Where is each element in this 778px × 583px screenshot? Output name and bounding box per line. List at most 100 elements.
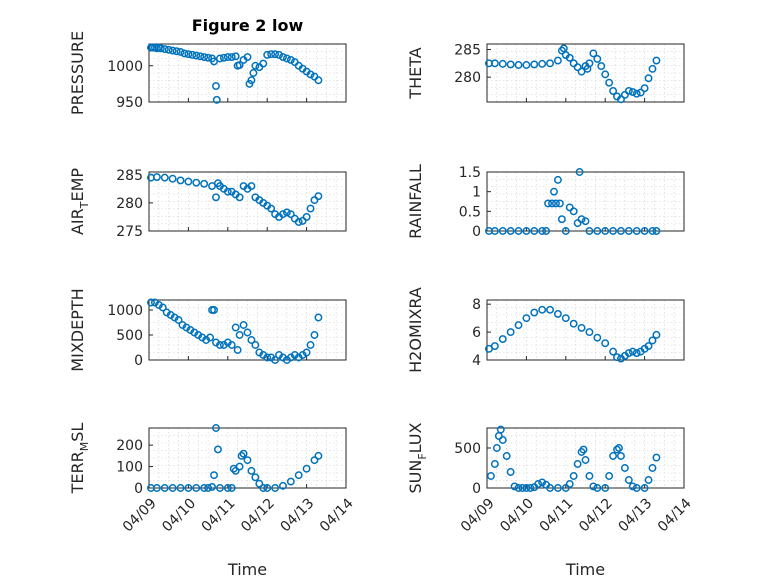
data-point <box>314 451 323 460</box>
data-point <box>589 482 598 491</box>
data-point <box>632 89 641 98</box>
data-point <box>628 347 637 356</box>
data-point <box>206 333 215 342</box>
y-tick-label: 1000 <box>107 59 143 75</box>
y-axis-label: SUNFLUX <box>406 422 429 493</box>
data-point <box>251 473 260 482</box>
subplot-rainfall: 0 0.5 1 1.5 RAINFALL <box>406 164 685 240</box>
data-point <box>306 204 315 213</box>
data-point <box>632 484 641 492</box>
data-point <box>617 452 625 460</box>
data-point <box>585 328 594 337</box>
data-point <box>593 54 602 63</box>
data-point <box>552 199 560 208</box>
y-tick-label: 1000 <box>107 303 143 319</box>
data-point <box>538 227 547 235</box>
data-point <box>227 341 236 349</box>
data-point <box>601 227 610 235</box>
data-point <box>615 444 623 452</box>
data-point <box>628 482 637 491</box>
data-point <box>605 78 614 87</box>
x-tick-label: 04/09 <box>458 495 498 535</box>
y-tick-label: 0 <box>134 481 143 497</box>
data-point <box>172 47 181 56</box>
data-point <box>152 173 161 182</box>
data-point <box>233 346 242 354</box>
data-point <box>648 227 657 235</box>
data-point <box>267 204 276 213</box>
data-point <box>192 178 201 187</box>
data-point <box>314 313 323 322</box>
data-point <box>624 87 633 95</box>
data-point <box>506 60 515 69</box>
data-point <box>577 215 586 224</box>
data-point <box>267 50 276 59</box>
data-point <box>644 74 653 83</box>
y-tick-label: 6 <box>472 325 481 341</box>
data-point <box>160 45 169 54</box>
data-point <box>168 484 177 492</box>
data-point <box>636 88 645 97</box>
data-point <box>239 321 248 329</box>
y-axis-label: THETA <box>406 47 425 99</box>
data-point <box>152 484 161 492</box>
data-point <box>565 53 574 62</box>
data-point <box>490 460 499 468</box>
data-point <box>302 213 311 221</box>
data-point <box>640 227 649 235</box>
data-point <box>279 481 287 490</box>
data-point <box>609 347 618 356</box>
x-tick-label: 04/13 <box>277 495 317 535</box>
axes-box <box>486 427 685 489</box>
data-point <box>251 61 260 70</box>
data-point <box>263 484 272 492</box>
y-tick-label: 950 <box>116 95 143 111</box>
data-point <box>314 192 323 201</box>
data-point <box>575 168 584 176</box>
data-point <box>522 227 531 235</box>
figure-title: Figure 2 low <box>192 16 304 35</box>
data-point <box>557 215 566 224</box>
data-point <box>310 456 319 465</box>
data-point <box>235 331 244 339</box>
subplot-sun: 0 500 04/09 04/10 04/11 04/12 04/13 04/14 Time SU… <box>406 422 695 579</box>
data-point <box>652 227 661 235</box>
data-point <box>219 53 228 62</box>
data-point <box>506 227 515 235</box>
data-point <box>490 59 499 68</box>
subplot-terr: 0 100 200 04/09 04/10 04/11 04/12 04/13 04/14 Tim… <box>68 423 357 579</box>
data-point <box>286 210 295 219</box>
data-point <box>613 445 621 454</box>
data-point <box>561 227 570 235</box>
data-point <box>498 335 507 344</box>
data-point <box>486 472 495 480</box>
data-point <box>546 305 554 314</box>
data-point <box>597 62 606 71</box>
data-point <box>210 471 218 480</box>
data-point <box>581 217 590 226</box>
data-point <box>514 321 523 330</box>
data-point <box>310 196 319 205</box>
x-tick-label: 04/14 <box>655 495 695 535</box>
data-point <box>180 49 189 58</box>
y-tick-label: 8 <box>472 297 481 313</box>
data-point <box>235 462 244 471</box>
data-point <box>215 484 224 492</box>
data-point <box>559 44 568 53</box>
x-tick-label: 04/12 <box>238 495 278 535</box>
y-tick-label: 0 <box>472 481 481 497</box>
data-point <box>601 484 610 492</box>
data-point <box>538 59 547 68</box>
data-point <box>247 182 256 190</box>
data-point <box>310 331 319 339</box>
data-point <box>271 356 280 364</box>
data-point <box>235 61 244 69</box>
data-point <box>565 203 574 212</box>
data-point <box>200 484 209 492</box>
data-point <box>652 330 661 339</box>
data-point <box>271 50 280 59</box>
data-point <box>544 199 553 208</box>
y-tick-label: 200 <box>116 438 143 454</box>
data-point <box>188 50 197 59</box>
